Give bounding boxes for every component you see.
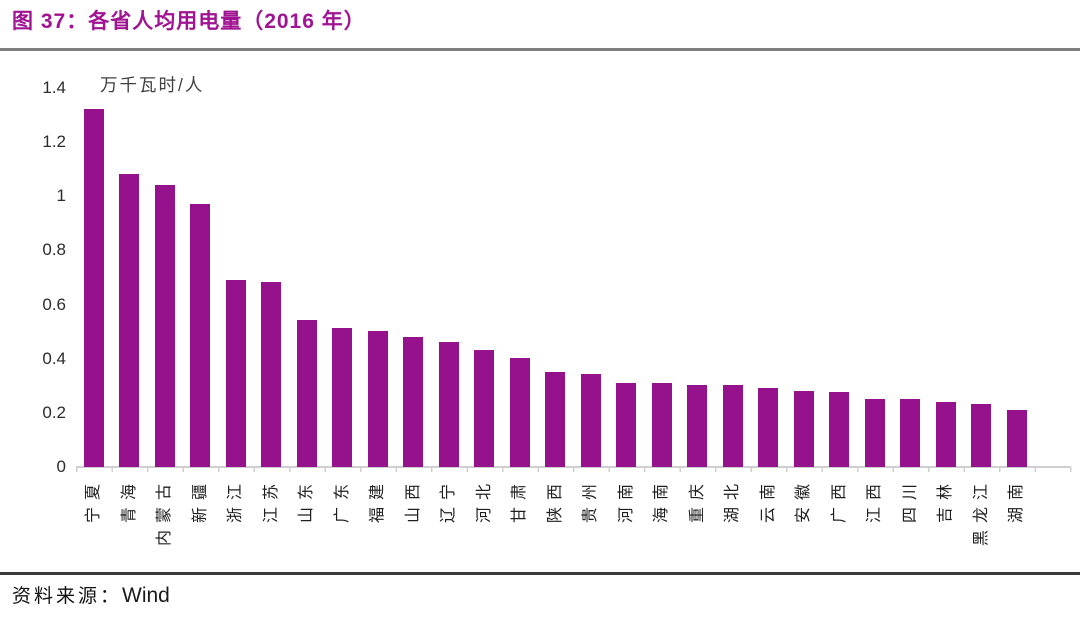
x-axis-label: 山西	[404, 477, 422, 524]
x-axis-label: 河南	[617, 477, 635, 524]
x-axis-label: 青海	[120, 477, 138, 524]
x-axis-label: 福建	[369, 477, 387, 524]
bar	[971, 404, 992, 467]
x-axis-label: 安徽	[795, 477, 813, 524]
bar	[509, 358, 530, 467]
bar	[829, 392, 850, 467]
bar	[225, 279, 246, 467]
x-axis-ticks	[76, 467, 1072, 472]
bar	[332, 328, 353, 467]
x-axis-label: 河北	[475, 477, 493, 524]
bar	[190, 203, 211, 467]
y-axis-tick-label: 0.6	[42, 294, 66, 314]
y-axis-tick-label: 0	[56, 457, 66, 476]
title-divider	[0, 48, 1080, 51]
x-axis-label: 湖南	[1008, 477, 1026, 524]
x-axis-label: 吉林	[937, 477, 955, 524]
source-label: 资料来源：	[12, 586, 123, 607]
figure-title: 图 37：各省人均用电量（2016 年）	[12, 10, 366, 33]
x-axis-label: 贵州	[582, 477, 600, 524]
y-axis-tick-label: 0.8	[42, 240, 66, 260]
source-line: 资料来源：Wind	[12, 581, 170, 608]
x-axis-label: 甘肃	[511, 477, 529, 524]
bar	[651, 382, 672, 467]
footer-divider	[0, 572, 1080, 575]
bar	[296, 320, 317, 467]
x-axis-label: 湖北	[724, 477, 742, 524]
x-axis-label: 辽宁	[440, 477, 458, 524]
bar	[687, 385, 708, 467]
bar	[900, 398, 921, 467]
x-axis-label: 内蒙古	[156, 477, 174, 547]
x-axis-label: 宁夏	[85, 477, 103, 524]
bar	[864, 398, 885, 467]
x-axis-label: 广东	[333, 477, 351, 524]
bar	[261, 282, 282, 467]
bar	[119, 174, 140, 467]
x-axis-label: 海南	[653, 477, 671, 524]
y-axis-tick-label: 0.2	[42, 402, 66, 422]
bar	[935, 401, 956, 467]
bar	[367, 331, 388, 467]
bar	[474, 350, 495, 467]
x-axis-label: 四川	[901, 477, 919, 524]
x-axis-label: 新疆	[191, 477, 209, 524]
x-axis-line	[76, 466, 1071, 468]
x-axis-label: 陕西	[546, 477, 564, 524]
bar	[793, 390, 814, 467]
y-axis-tick-label: 1.2	[42, 132, 66, 152]
source-provider: Wind	[122, 584, 170, 607]
y-axis-tick-label: 1	[56, 186, 66, 206]
bar	[438, 341, 459, 467]
x-axis-label: 山东	[298, 477, 316, 524]
bar	[545, 371, 566, 467]
bar	[616, 382, 637, 467]
bar	[580, 374, 601, 467]
bar	[758, 388, 779, 467]
y-axis-unit-label: 万千瓦时/人	[100, 75, 205, 95]
bar	[83, 109, 104, 467]
bar	[722, 385, 743, 467]
x-axis-label: 黑龙江	[972, 477, 990, 547]
bar	[154, 184, 175, 467]
bar	[1006, 409, 1027, 467]
x-axis-label: 广西	[830, 477, 848, 524]
bar	[403, 336, 424, 467]
x-axis-label: 江苏	[262, 477, 280, 524]
x-axis-label: 云南	[759, 477, 777, 524]
x-axis-label: 江西	[866, 477, 884, 524]
y-axis-tick-label: 1.4	[42, 78, 66, 97]
y-axis-tick-label: 0.4	[42, 348, 66, 368]
x-axis-label: 重庆	[688, 477, 706, 524]
x-axis-label: 浙江	[227, 477, 245, 524]
